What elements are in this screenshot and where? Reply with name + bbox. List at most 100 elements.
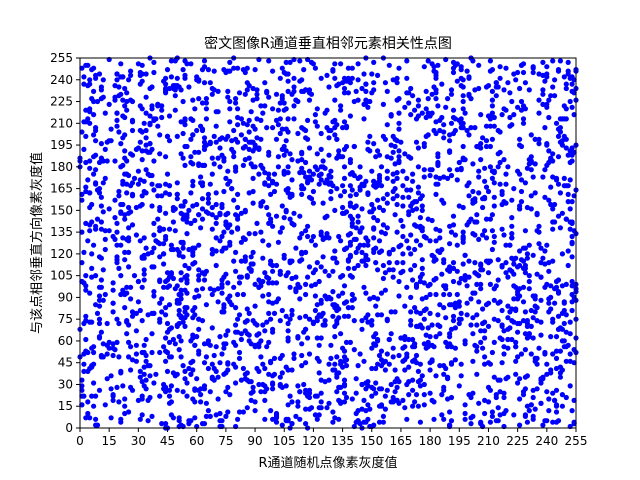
scatter-point bbox=[129, 313, 136, 319]
scatter-point bbox=[349, 274, 355, 280]
scatter-point bbox=[375, 197, 381, 203]
scatter-point bbox=[312, 307, 318, 314]
scatter-point bbox=[404, 187, 410, 193]
scatter-point bbox=[550, 226, 556, 232]
scatter-point bbox=[412, 305, 418, 311]
scatter-point bbox=[233, 249, 239, 255]
scatter-point bbox=[509, 231, 515, 237]
scatter-point bbox=[345, 90, 351, 96]
scatter-point bbox=[207, 286, 213, 292]
scatter-point bbox=[518, 62, 525, 68]
scatter-point bbox=[91, 361, 97, 367]
scatter-point bbox=[332, 97, 338, 103]
scatter-point bbox=[371, 249, 377, 255]
scatter-point bbox=[468, 421, 474, 427]
scatter-point bbox=[186, 84, 192, 90]
scatter-point bbox=[133, 146, 139, 152]
scatter-point bbox=[81, 74, 87, 80]
scatter-point bbox=[441, 200, 447, 206]
scatter-point bbox=[312, 412, 318, 418]
scatter-point bbox=[93, 273, 99, 279]
scatter-point bbox=[174, 371, 180, 377]
scatter-point bbox=[542, 248, 548, 254]
scatter-point bbox=[340, 183, 346, 189]
scatter-point bbox=[79, 197, 85, 203]
scatter-point bbox=[396, 352, 402, 359]
scatter-point bbox=[281, 215, 287, 221]
scatter-point bbox=[260, 293, 266, 299]
scatter-point bbox=[380, 196, 386, 202]
scatter-point bbox=[246, 190, 252, 196]
x-tick-label: 45 bbox=[160, 434, 175, 448]
scatter-point bbox=[139, 148, 145, 154]
scatter-point bbox=[310, 61, 316, 67]
scatter-point bbox=[373, 380, 379, 386]
scatter-point bbox=[546, 396, 552, 402]
scatter-point bbox=[178, 119, 184, 125]
scatter-point bbox=[565, 248, 571, 254]
scatter-point bbox=[464, 300, 470, 306]
scatter-point bbox=[367, 133, 373, 139]
scatter-point bbox=[120, 181, 126, 187]
scatter-point bbox=[122, 148, 128, 154]
scatter-point bbox=[427, 360, 433, 366]
scatter-point bbox=[557, 129, 564, 135]
scatter-point bbox=[365, 190, 371, 196]
scatter-point bbox=[141, 178, 147, 184]
scatter-point bbox=[126, 339, 132, 345]
scatter-point bbox=[190, 307, 196, 314]
scatter-point bbox=[236, 355, 243, 361]
scatter-point bbox=[250, 139, 256, 145]
scatter-point bbox=[217, 418, 223, 424]
scatter-point bbox=[306, 145, 313, 151]
scatter-point bbox=[491, 233, 497, 240]
scatter-point bbox=[215, 109, 221, 115]
scatter-point bbox=[538, 245, 544, 251]
scatter-point bbox=[546, 97, 552, 103]
scatter-point bbox=[225, 328, 231, 334]
scatter-point bbox=[341, 283, 348, 289]
scatter-point bbox=[363, 88, 369, 94]
scatter-point bbox=[295, 399, 301, 405]
scatter-point bbox=[345, 78, 351, 84]
scatter-point bbox=[291, 222, 297, 228]
scatter-point bbox=[199, 180, 206, 186]
scatter-point bbox=[423, 294, 429, 300]
scatter-point bbox=[522, 270, 529, 276]
scatter-point bbox=[555, 181, 562, 187]
scatter-point bbox=[468, 415, 474, 421]
scatter-point bbox=[384, 175, 390, 181]
scatter-point bbox=[96, 293, 103, 299]
scatter-point bbox=[322, 318, 328, 324]
scatter-point bbox=[133, 351, 139, 357]
scatter-point bbox=[495, 405, 501, 411]
scatter-point bbox=[198, 225, 204, 231]
scatter-point bbox=[299, 251, 305, 257]
scatter-point bbox=[478, 328, 484, 334]
scatter-point bbox=[219, 290, 225, 296]
scatter-point bbox=[571, 397, 577, 403]
scatter-point bbox=[153, 238, 159, 244]
scatter-point bbox=[482, 178, 488, 184]
scatter-point bbox=[314, 106, 320, 112]
scatter-point bbox=[221, 229, 227, 235]
scatter-point bbox=[376, 175, 383, 181]
scatter-point bbox=[413, 309, 420, 315]
scatter-point bbox=[369, 168, 375, 174]
scatter-point bbox=[242, 258, 248, 264]
scatter-point bbox=[166, 85, 173, 92]
scatter-point bbox=[489, 175, 495, 181]
scatter-point bbox=[94, 422, 101, 428]
scatter-point bbox=[273, 410, 280, 417]
scatter-point bbox=[114, 77, 120, 83]
scatter-point bbox=[371, 141, 377, 147]
scatter-point bbox=[209, 361, 215, 367]
scatter-point bbox=[318, 264, 324, 270]
scatter-point bbox=[244, 306, 250, 312]
scatter-point bbox=[336, 148, 342, 154]
scatter-point bbox=[415, 97, 421, 103]
scatter-point bbox=[367, 406, 373, 412]
scatter-point bbox=[139, 62, 145, 68]
scatter-point bbox=[151, 232, 157, 238]
scatter-point bbox=[511, 186, 517, 192]
